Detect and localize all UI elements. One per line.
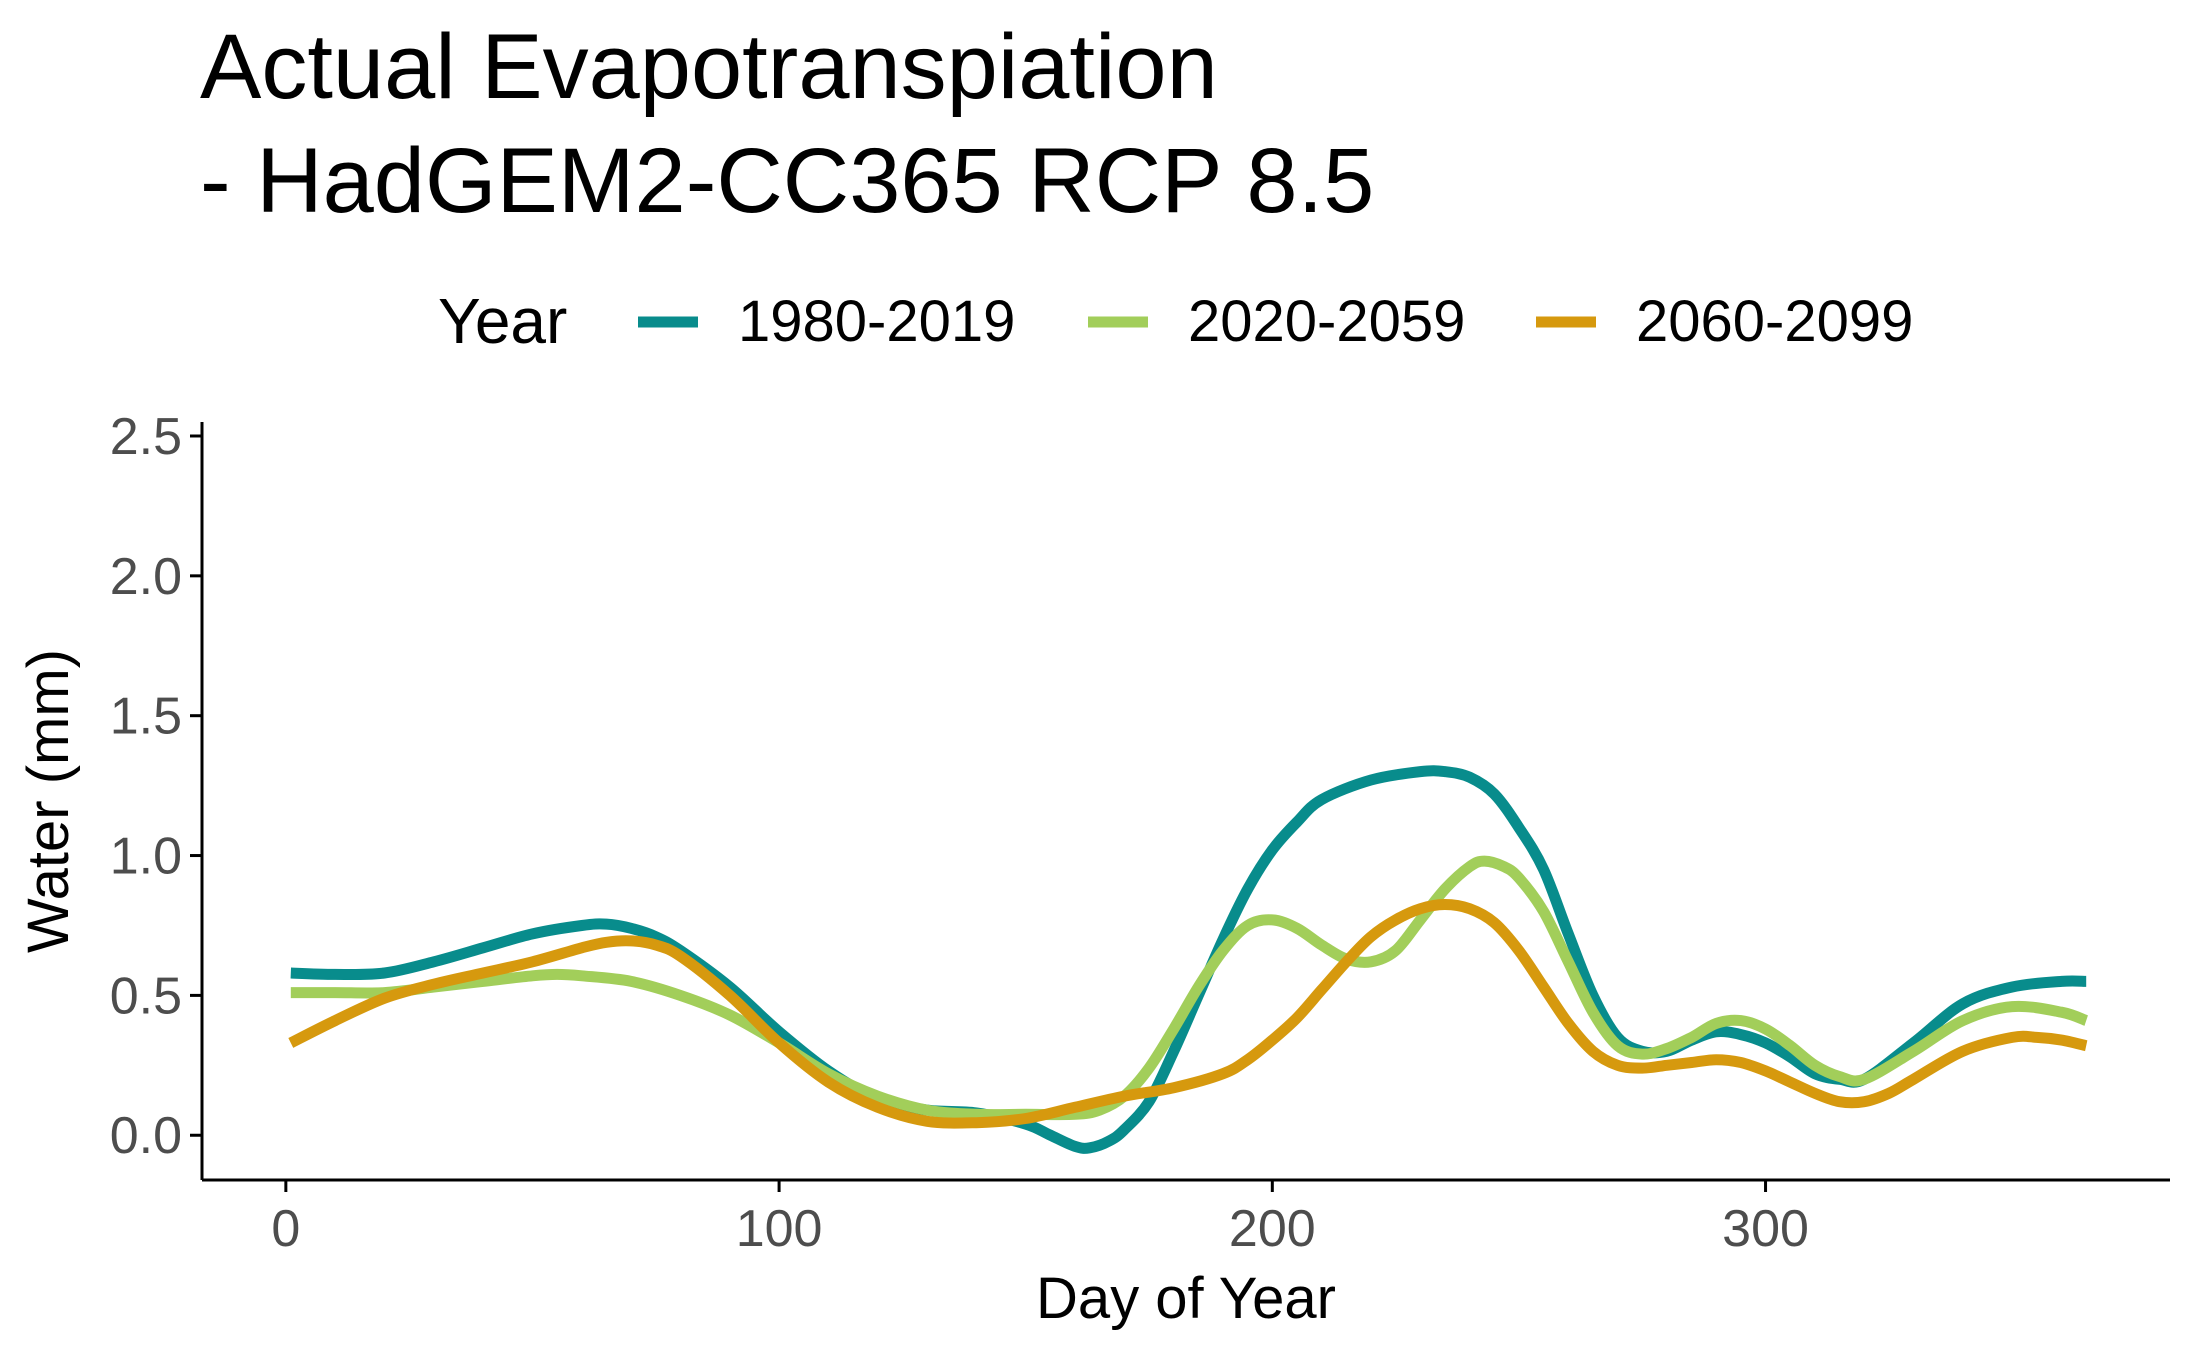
y-tick-label: 1.0 <box>110 828 182 886</box>
x-axis-ticks: 0 100 200 300 <box>271 1180 1809 1258</box>
x-tick-label: 200 <box>1229 1200 1316 1258</box>
series-group <box>288 765 2089 1154</box>
legend: Year 1980-2019 2020-2059 2060-2099 <box>438 285 1913 357</box>
x-axis-title: Day of Year <box>1036 1266 1336 1331</box>
legend-label-1: 1980-2019 <box>738 289 1015 354</box>
y-tick-label: 0.5 <box>110 967 182 1025</box>
series-line-1 <box>290 765 2087 1154</box>
y-tick-label: 0.0 <box>110 1107 182 1165</box>
y-axis-title: Water (mm) <box>16 649 81 953</box>
x-tick-label: 100 <box>736 1200 823 1258</box>
x-tick-label: 0 <box>271 1200 300 1258</box>
y-tick-label: 1.5 <box>110 688 182 746</box>
y-axis-ticks: 0.0 0.5 1.0 1.5 2.0 2.5 <box>110 408 202 1165</box>
y-tick-label: 2.5 <box>110 408 182 466</box>
y-tick-label: 2.0 <box>110 548 182 606</box>
chart-title-line-1: Actual Evapotranspiation <box>200 16 1218 118</box>
series-line-2 <box>290 855 2089 1121</box>
legend-label-2: 2020-2059 <box>1188 289 1465 354</box>
legend-label-3: 2060-2099 <box>1636 289 1913 354</box>
legend-title: Year <box>438 285 567 357</box>
chart-title-line-2: - HadGEM2-CC365 RCP 8.5 <box>200 130 1374 232</box>
series-line-3 <box>288 899 2088 1129</box>
x-tick-label: 300 <box>1722 1200 1809 1258</box>
